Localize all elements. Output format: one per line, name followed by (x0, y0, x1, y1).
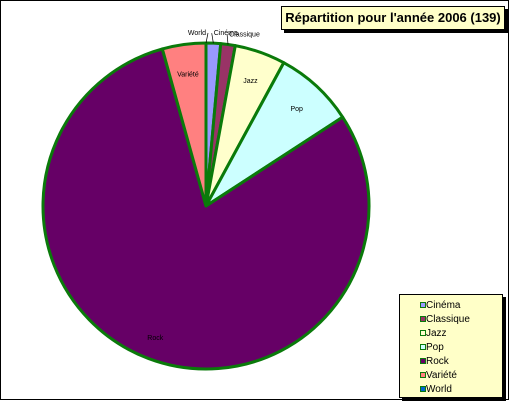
legend-label: Rock (426, 356, 449, 367)
pie-slice-rock (41, 47, 371, 371)
slice-label-classique: Classique (229, 32, 260, 39)
legend-swatch (420, 358, 426, 364)
legend-label: Variété (426, 370, 457, 381)
slice-label-cinema: Cinéma (214, 30, 238, 37)
legend-swatch (420, 386, 426, 392)
legend-swatch (420, 330, 426, 336)
leader-line-world (205, 32, 209, 44)
chart-legend: Cinéma Classique Jazz Pop Rock Variété W… (399, 294, 503, 398)
legend-item-jazz: Jazz (420, 327, 447, 340)
legend-item-rock: Rock (420, 355, 449, 368)
slice-label-jazz: Jazz (243, 78, 258, 85)
legend-label: Cinéma (426, 300, 461, 311)
legend-label: Pop (426, 342, 444, 353)
slice-label-rock: Rock (147, 335, 163, 342)
legend-swatch (420, 316, 426, 322)
legend-item-pop: Pop (420, 341, 444, 354)
legend-swatch (420, 344, 426, 350)
legend-label: Classique (426, 314, 470, 325)
legend-item-classique: Classique (420, 313, 470, 326)
leader-line-cinema (211, 33, 214, 44)
legend-label: World (426, 384, 452, 395)
legend-item-variete: Variété (420, 369, 457, 382)
leader-line-classique (226, 34, 229, 45)
slice-label-pop: Pop (290, 106, 303, 113)
slice-label-variete: Variété (177, 72, 199, 79)
legend-swatch (420, 372, 426, 378)
chart-title: Répartition pour l'année 2006 (139) (281, 6, 505, 30)
legend-swatch (420, 302, 426, 308)
legend-label: Jazz (426, 328, 447, 339)
legend-item-world: World (420, 383, 452, 396)
legend-item-cinema: Cinéma (420, 299, 461, 312)
slice-label-world: World (188, 30, 206, 37)
